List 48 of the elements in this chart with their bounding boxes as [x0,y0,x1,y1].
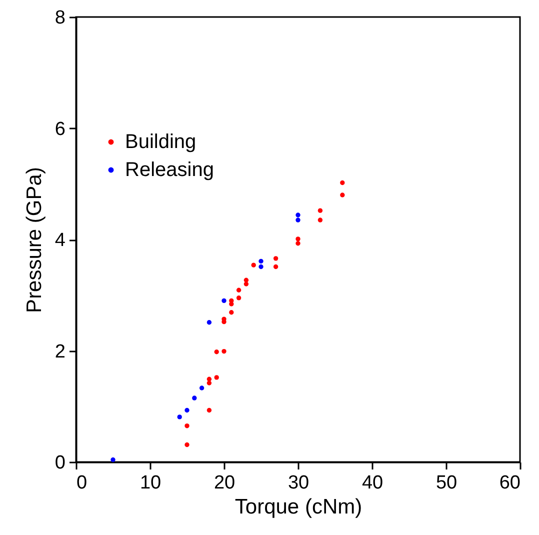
legend-label: Releasing [125,159,214,181]
y-tick-label: 2 [54,341,66,362]
point [214,375,219,380]
y-tick-label: 0 [54,452,66,474]
x-tick-label: 20 [214,472,236,494]
point [184,408,190,413]
point [184,442,190,448]
point [273,264,278,270]
point [318,208,323,213]
x-tick-label: 60 [499,472,520,494]
point [222,348,226,354]
x-tick-label: 30 [288,472,310,494]
point [222,298,226,304]
point [340,192,345,198]
point [184,424,190,428]
point [199,386,204,390]
point [296,218,300,222]
y-tick-label: 4 [54,230,66,251]
point [192,396,197,400]
point [206,408,212,413]
y-tick-label: 8 [54,8,66,28]
point [236,288,242,292]
point [273,256,278,261]
point [110,457,116,462]
point [296,236,300,242]
point [258,258,264,264]
point [229,310,234,315]
point [206,380,212,386]
legend-label: Building [125,131,196,153]
point [296,241,300,246]
x-tick-label: 0 [76,472,88,494]
point [251,262,256,268]
y-axis-title: Pressure (GPa) [22,167,46,313]
y-tick-label: 6 [54,118,66,140]
point [214,350,219,354]
point [296,212,300,218]
point [206,320,212,325]
point [236,296,242,300]
point [258,264,264,270]
x-tick-label: 10 [140,472,162,494]
point [340,180,345,186]
x-tick-label: 40 [362,472,384,494]
point [318,218,323,222]
point [229,302,234,306]
x-tick-label: 50 [436,472,458,494]
point [177,414,182,420]
x-axis-title: Torque (cNm) [234,496,362,518]
point [244,282,249,286]
